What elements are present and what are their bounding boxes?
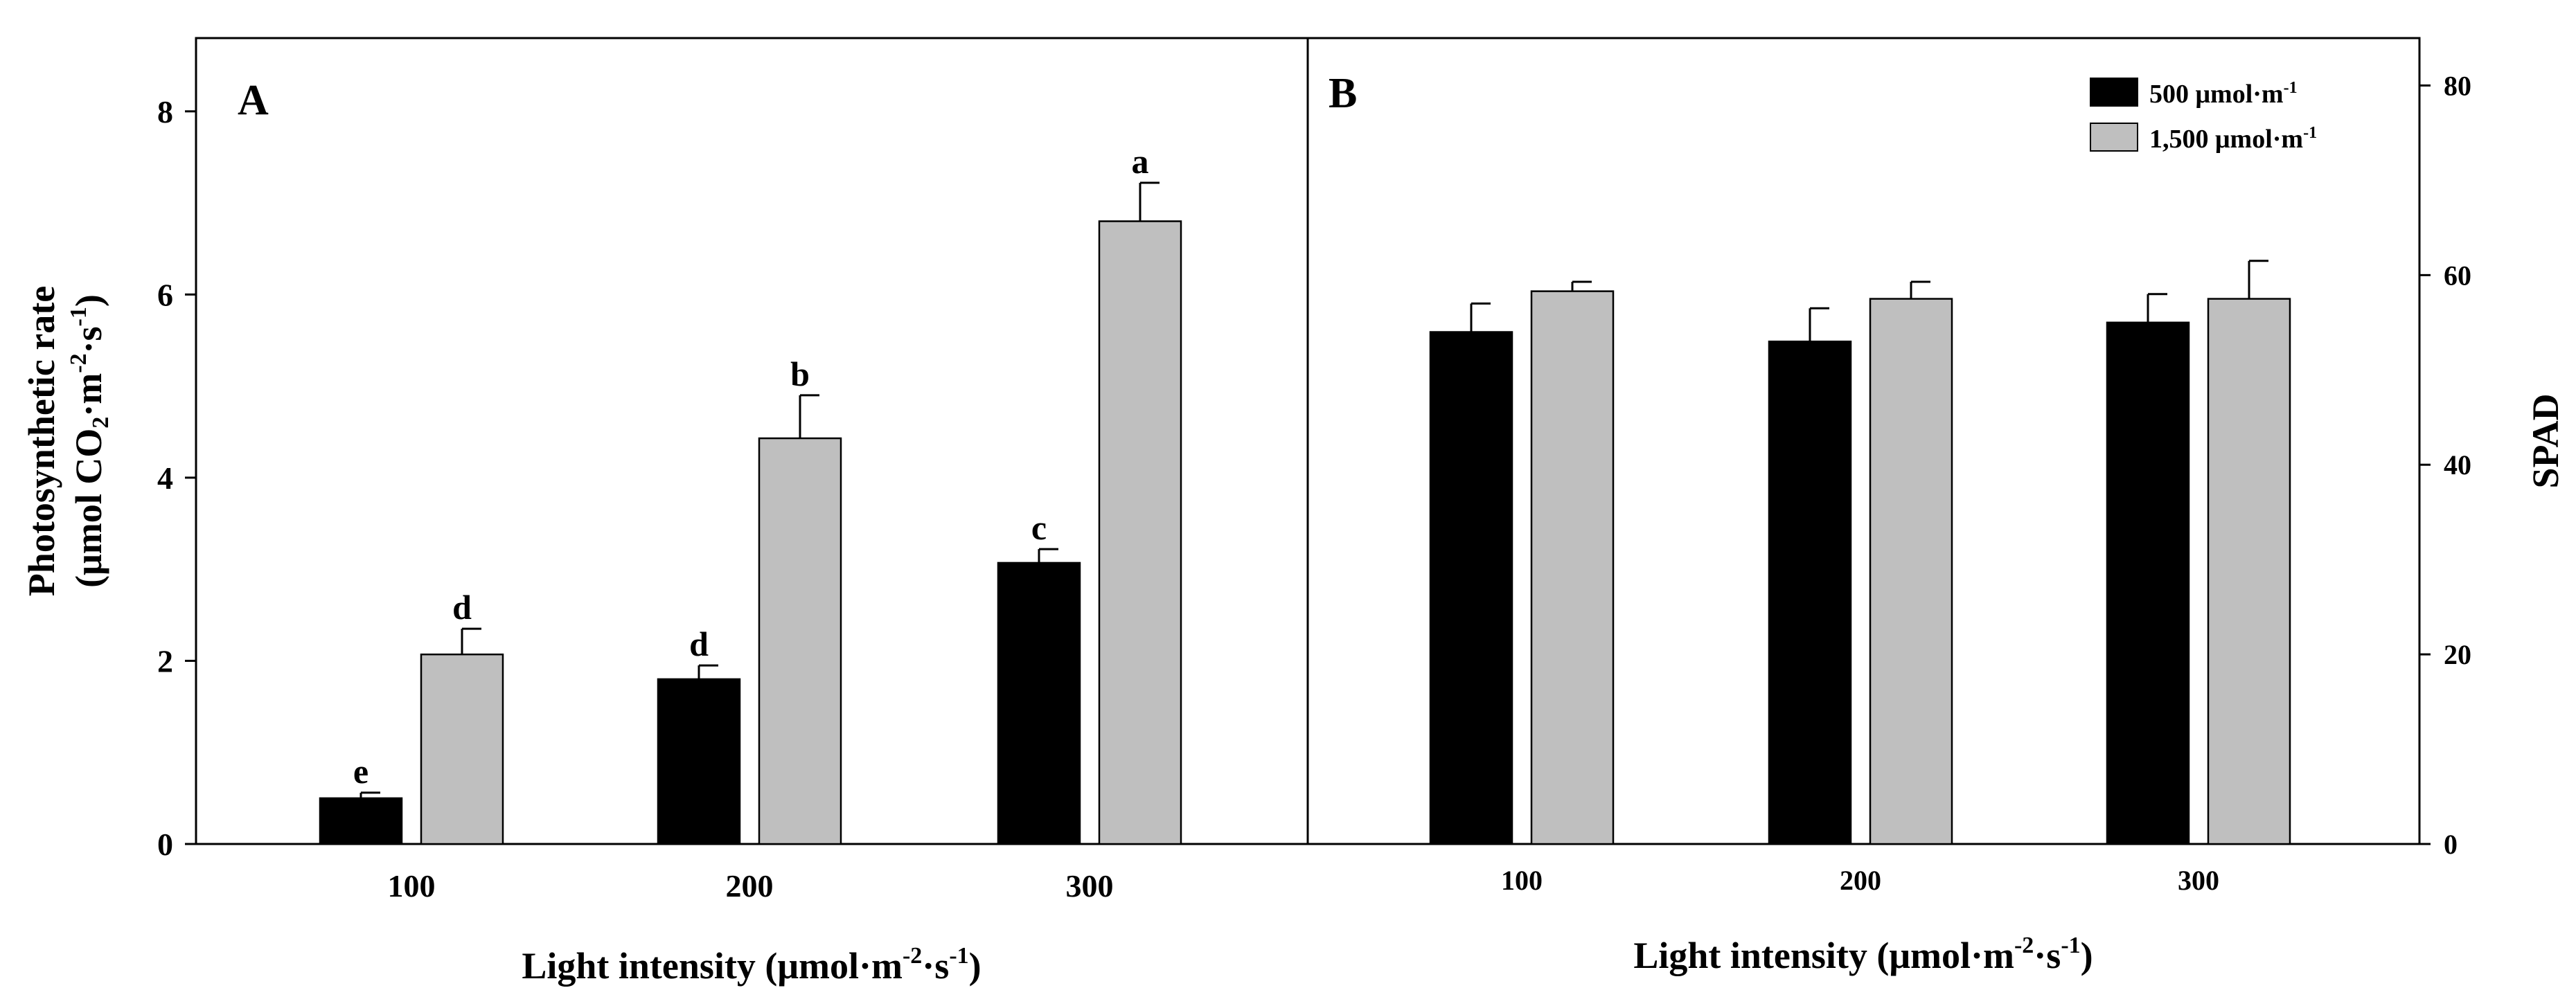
panel-a-xtick-label-100: 100 bbox=[388, 868, 436, 904]
panel-b-x-tick-labels: 100 200 300 bbox=[1501, 865, 2219, 896]
legend-label-1500-text: 1,500 μmol·m bbox=[2149, 125, 2303, 154]
panel-b-y-axis: 0 20 40 60 80 bbox=[2419, 70, 2471, 860]
panel-b-ytick-label-0: 0 bbox=[2444, 829, 2458, 860]
a-yl-p2: ·m bbox=[68, 373, 109, 417]
panel-a-x-axis-title: Light intensity (μmol·m-2·s-1) bbox=[522, 943, 981, 987]
panel-b-bar-500-300 bbox=[2106, 321, 2190, 845]
panel-b-xtick-label-200: 200 bbox=[1840, 865, 1881, 896]
legend-swatch-500 bbox=[2090, 78, 2138, 107]
a-yl-p6: ) bbox=[68, 294, 109, 307]
panel-b-label: B bbox=[1329, 70, 1357, 117]
a-xl-p2: ·s bbox=[922, 945, 949, 987]
legend-label-1500: 1,500 μmol·m-1 bbox=[2149, 124, 2317, 154]
panel-a-bar-500-100 bbox=[319, 797, 403, 845]
panel-a-bar-1500-300 bbox=[1098, 220, 1182, 845]
panel-a-bar-500-200 bbox=[657, 678, 741, 845]
panel-a-bar-1500-100 bbox=[420, 653, 504, 845]
panel-a-bars: e d d b c a bbox=[319, 142, 1182, 845]
panel-a-ylabel-line2: (μmol CO2·m-2·s-1) bbox=[66, 294, 114, 588]
panel-b-xtick-label-300: 300 bbox=[2178, 865, 2219, 896]
b-xl-sup1: -2 bbox=[2014, 933, 2034, 958]
panel-a-letter-500-300: c bbox=[1031, 508, 1047, 547]
legend-label-500-text: 500 μmol·m bbox=[2149, 80, 2284, 109]
panel-b-bar-1500-300 bbox=[2207, 298, 2291, 845]
b-xl-p4: ) bbox=[2081, 935, 2093, 976]
panel-b-bar-500-200 bbox=[1768, 340, 1852, 845]
panel-b-x-axis-title: Light intensity (μmol·m-2·s-1) bbox=[1633, 933, 2093, 976]
panel-a-letter-1500-300: a bbox=[1132, 142, 1149, 181]
panel-a-letter-1500-200: b bbox=[790, 354, 810, 393]
panel-a-bar-1500-200 bbox=[758, 437, 842, 845]
legend-label-500-sup: -1 bbox=[2284, 79, 2298, 97]
panel-b-ytick-label-40: 40 bbox=[2444, 449, 2471, 480]
legend-label-500: 500 μmol·m-1 bbox=[2149, 79, 2298, 109]
a-yl-p4: ·s bbox=[68, 326, 109, 353]
panel-b-bar-500-100 bbox=[1429, 331, 1513, 845]
panel-b-frame bbox=[1306, 37, 2421, 845]
panel-b-bars bbox=[1429, 260, 2291, 845]
panel-a-xtick-label-200: 200 bbox=[726, 868, 774, 904]
a-yl-sup2: -1 bbox=[66, 307, 91, 326]
panel-a-letter-500-200: d bbox=[689, 625, 709, 663]
a-xl-p4: ) bbox=[969, 945, 981, 987]
panel-a-ytick-label-6: 6 bbox=[157, 277, 173, 312]
panel-a-ylabel-line1: Photosynthetic rate bbox=[21, 286, 62, 596]
panel-b-bar-1500-100 bbox=[1530, 290, 1615, 845]
b-xl-p2: ·s bbox=[2034, 935, 2061, 976]
legend: 500 μmol·m-1 1,500 μmol·m-1 bbox=[2090, 78, 2317, 154]
panel-b-ytick-label-80: 80 bbox=[2444, 70, 2471, 101]
panel-a-ytick-label-0: 0 bbox=[157, 827, 173, 862]
legend-swatch-1500 bbox=[2090, 123, 2138, 152]
a-xl-p0: Light intensity (μmol·m bbox=[522, 945, 903, 987]
panel-b-xtick-label-100: 100 bbox=[1501, 865, 1543, 896]
panel-a-letter-500-100: e bbox=[353, 752, 368, 791]
b-xl-sup2: -1 bbox=[2061, 933, 2080, 958]
a-yl-p0: (μmol CO bbox=[68, 429, 109, 588]
panel-a-label: A bbox=[238, 77, 269, 124]
a-yl-sup1: -2 bbox=[66, 353, 91, 372]
panel-a-y-axis: 0 2 4 6 8 bbox=[157, 94, 196, 862]
panel-a-y-axis-title: Photosynthetic rate (μmol CO2·m-2·s-1) bbox=[21, 286, 114, 596]
b-xl-p0: Light intensity (μmol·m bbox=[1633, 935, 2014, 976]
panel-b-bar-1500-200 bbox=[1869, 298, 1953, 845]
panel-a-ytick-label-2: 2 bbox=[157, 644, 173, 679]
panel-a-ytick-label-8: 8 bbox=[157, 94, 173, 129]
a-xl-sup2: -1 bbox=[949, 943, 968, 969]
legend-label-1500-sup: -1 bbox=[2303, 124, 2317, 142]
panel-a-ytick-label-4: 4 bbox=[157, 460, 173, 496]
panel-a-x-tick-labels: 100 200 300 bbox=[388, 868, 1114, 904]
a-xl-sup1: -2 bbox=[903, 943, 922, 969]
panel-a-bar-500-300 bbox=[997, 562, 1081, 845]
panel-b-ytick-label-20: 20 bbox=[2444, 639, 2471, 670]
a-yl-sub2: 2 bbox=[88, 417, 114, 429]
panel-a-letter-1500-100: d bbox=[452, 588, 472, 627]
panel-a-xtick-label-300: 300 bbox=[1066, 868, 1114, 904]
panel-b-ytick-label-60: 60 bbox=[2444, 260, 2471, 291]
panel-b-y-axis-title: SPAD bbox=[2525, 393, 2566, 488]
